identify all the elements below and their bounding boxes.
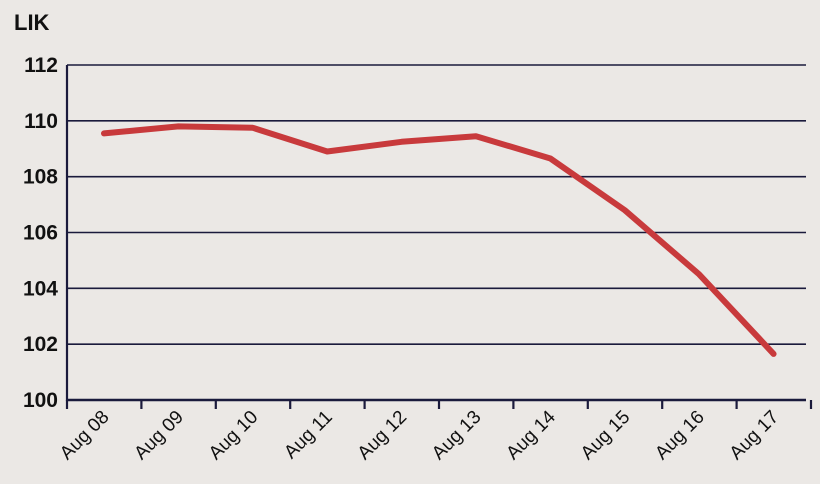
x-tick-label: Aug 12 [354,407,411,464]
x-axis [65,65,813,409]
x-tick-labels: Aug 08 Aug 09 Aug 10 Aug 11 Aug 12 Aug 13 Aug … [56,406,783,464]
y-tick-label: 104 [23,277,58,300]
data-point [473,133,479,139]
data-point [101,131,107,136]
x-tick-label: Aug 10 [205,407,262,464]
data-point [622,207,627,213]
series-line [101,123,777,357]
y-axis-label: LIK [14,10,50,35]
gridlines [67,64,806,345]
x-tick-label: Aug 14 [502,406,560,464]
x-tick-label: Aug 08 [56,407,113,464]
data-point [771,351,776,357]
y-tick-label: 102 [23,333,58,356]
x-tick-label: Aug 11 [280,407,336,463]
data-point [250,125,255,131]
data-point [176,124,181,129]
y-tick-label: 110 [24,110,58,133]
data-point [697,272,702,277]
x-tick-label: Aug 17 [726,407,783,464]
data-point [548,156,553,161]
data-point [399,139,404,144]
series-layer [101,123,777,357]
data-point [325,149,330,154]
x-tick-label: Aug 16 [651,407,708,464]
x-tick-label: Aug 09 [130,407,187,464]
x-tick-label: Aug 15 [577,407,634,464]
y-tick-label: 100 [23,389,58,412]
y-tick-label: 108 [23,166,58,189]
y-tick-label: 106 [23,222,58,245]
y-tick-labels: 100 102 104 106 108 110 112 [23,54,58,412]
x-tick-label: Aug 13 [428,407,485,464]
y-tick-label: 112 [24,54,58,77]
